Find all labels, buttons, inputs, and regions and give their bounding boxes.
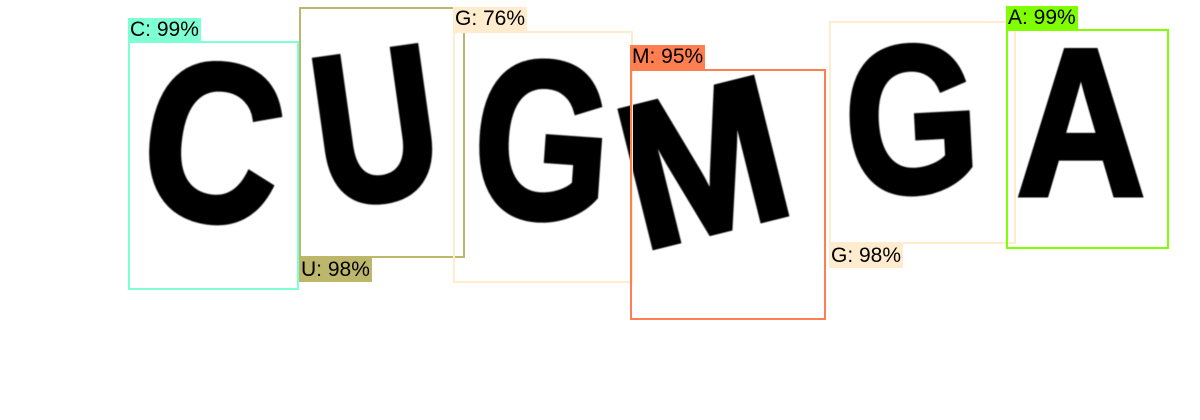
detection-box-m	[630, 69, 826, 320]
detection-box-c	[128, 41, 299, 290]
detection-label-g-2: G: 98%	[829, 244, 904, 268]
detection-label-m: M: 95%	[630, 45, 706, 69]
captcha-glyph-a: A	[1014, 5, 1147, 240]
detection-label-u: U: 98%	[299, 258, 372, 282]
detection-box-u	[299, 7, 465, 258]
detection-label-g-1: G: 76%	[453, 7, 528, 31]
detection-label-a: A: 99%	[1006, 6, 1078, 30]
detection-label-c: C: 99%	[128, 18, 201, 42]
detection-box-g-1	[453, 31, 633, 283]
detection-box-g-2	[829, 21, 1016, 244]
detection-box-a	[1006, 29, 1169, 249]
